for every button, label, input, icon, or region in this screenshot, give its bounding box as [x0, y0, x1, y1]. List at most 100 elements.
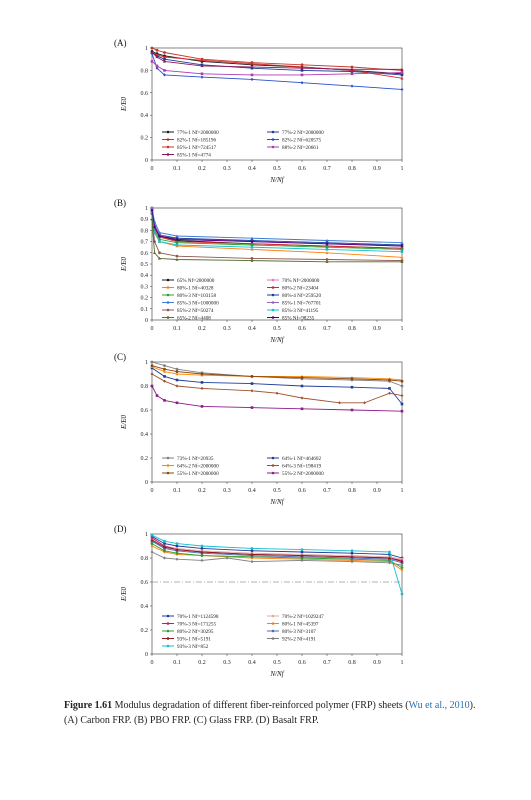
legend-marker: [166, 286, 170, 289]
x-tick-label: 0.4: [248, 326, 256, 332]
x-axis-label: N/Nf: [269, 498, 284, 506]
legend-marker: [166, 130, 170, 134]
y-tick-label: 0.8: [141, 556, 149, 562]
legend-entry: 70%-3 Nf=171255: [177, 621, 216, 628]
legend-marker: [166, 301, 170, 304]
data-point: [155, 48, 159, 52]
y-tick-label: 0.4: [141, 604, 149, 610]
data-point: [150, 208, 154, 212]
data-point: [150, 360, 154, 364]
legend-entry: 55%-2 Nf=2000000: [282, 470, 324, 477]
x-tick-label: 0.6: [298, 166, 306, 172]
legend-marker: [166, 293, 170, 297]
data-point: [388, 556, 391, 560]
data-point: [175, 542, 179, 545]
data-point: [400, 244, 404, 248]
data-point: [175, 237, 179, 241]
y-tick-label: 1: [145, 206, 148, 212]
legend-entry: 85% Nf=98235: [282, 315, 315, 322]
x-tick-label: 0.6: [298, 488, 306, 494]
legend-marker: [271, 622, 275, 625]
citation-link[interactable]: Wu et al., 2010: [408, 700, 470, 711]
data-point: [158, 240, 161, 243]
legend-entry: 80%-2 Nf=30295: [177, 628, 214, 635]
legend-marker: [271, 637, 275, 640]
data-point: [400, 566, 404, 569]
y-axis-label: E/E0: [120, 97, 128, 112]
data-point: [400, 409, 404, 413]
legend-entry: 70%-1 Nf=1124598: [177, 613, 219, 620]
data-point: [400, 560, 404, 563]
data-point: [200, 386, 204, 390]
data-point: [200, 558, 204, 562]
x-tick-label: 0.8: [348, 488, 356, 494]
x-tick-label: 0.6: [298, 660, 306, 666]
x-tick-label: 0.7: [323, 660, 331, 666]
x-tick-label: 0.4: [248, 166, 256, 172]
data-point: [350, 84, 354, 88]
y-tick-label: 0.7: [141, 240, 149, 246]
x-tick-label: 0.5: [273, 326, 281, 332]
legend-marker: [166, 278, 170, 282]
series-line: [151, 53, 403, 90]
data-point: [350, 65, 354, 69]
data-point: [350, 551, 354, 555]
data-point: [250, 389, 254, 393]
data-point: [175, 241, 179, 245]
data-point: [175, 551, 179, 555]
data-point: [388, 561, 391, 565]
data-point: [153, 225, 156, 229]
data-point: [175, 367, 179, 371]
series-line: [151, 213, 403, 262]
x-tick-label: 0.9: [373, 660, 381, 666]
legend-entry: 85%-1 Nf=4774: [177, 152, 211, 159]
x-tick-label: 0.8: [348, 326, 356, 332]
data-point: [200, 550, 204, 554]
data-point: [300, 69, 304, 72]
data-point: [325, 260, 329, 263]
x-tick-label: 1: [401, 326, 404, 332]
data-point: [250, 382, 254, 385]
data-point: [350, 385, 354, 389]
legend-marker: [166, 456, 170, 460]
x-tick-label: 0.1: [173, 326, 181, 332]
y-tick-label: 0.3: [141, 284, 149, 290]
series-line: [151, 551, 403, 566]
data-point: [325, 245, 329, 249]
legend-marker: [166, 614, 170, 618]
legend-entry: 80%-3 Nf=103158: [177, 292, 216, 299]
legend-marker: [271, 278, 275, 282]
x-tick-label: 0.7: [323, 166, 331, 172]
panel-label: (B): [114, 198, 126, 208]
legend-entry: 80%-4 Nf=259520: [282, 292, 321, 299]
data-point: [225, 556, 229, 560]
data-point: [150, 539, 154, 543]
legend-entry: 65% Nf=2000000: [177, 277, 215, 284]
data-point: [163, 59, 166, 63]
x-tick-label: 0.1: [173, 166, 181, 172]
data-point: [250, 257, 254, 260]
chart-b-svg: (B) 0 0.1 0.2 0.3 0.4 0.5 0.6 0.7 0.8 0.9 1 0 0.1 0.2 0…: [114, 198, 404, 344]
series-line: [151, 207, 403, 247]
data-point: [175, 544, 179, 548]
legend-entry: 85%-2 Nf=50274: [177, 307, 214, 314]
data-point: [153, 231, 156, 234]
data-point: [250, 560, 254, 564]
series-line: [151, 385, 403, 412]
x-tick-label: 0.8: [348, 660, 356, 666]
data-point: [300, 548, 304, 551]
x-tick-label: 0.5: [273, 488, 281, 494]
legend-entry: 92%-2 Nf=4191: [282, 636, 316, 643]
data-point: [175, 257, 179, 261]
data-point: [388, 550, 391, 554]
legend-marker: [271, 301, 275, 304]
data-point: [200, 64, 204, 68]
data-point: [150, 384, 154, 388]
data-point: [300, 396, 304, 400]
data-point: [150, 536, 154, 539]
legend-marker: [271, 456, 275, 460]
data-point: [275, 391, 279, 395]
legend-entry: 88%-2 Nf=20661: [282, 144, 319, 151]
y-tick-label: 0.8: [141, 228, 149, 234]
data-point: [300, 384, 304, 388]
